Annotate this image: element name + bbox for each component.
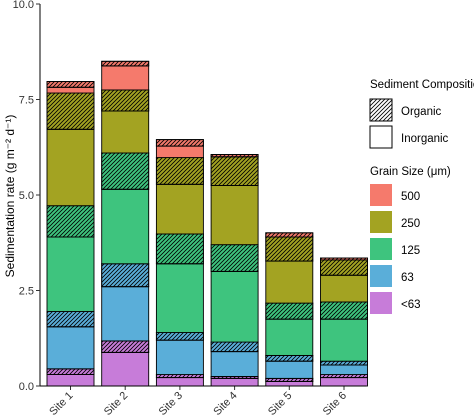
legend-swatch-lt63: [370, 292, 392, 314]
x-tick-label: Site 1: [47, 390, 75, 415]
bars-layer: [46, 60, 368, 387]
bar-segment-125-inorganic-site-4: [210, 270, 259, 343]
legend-label-125: 125: [401, 245, 420, 257]
bar-hatch-125-site-3: [155, 233, 204, 265]
bar-hatch-125-site-1: [46, 205, 95, 238]
bar-segment-500-inorganic-site-2: [101, 65, 150, 91]
bar-segment-250-inorganic-site-3: [155, 183, 204, 235]
bar-segment-lt63-inorganic-site-2: [101, 351, 150, 387]
x-tick-label: Site 4: [211, 390, 239, 415]
y-tick-label: 10.0: [13, 0, 34, 11]
bar-hatch-250-site-5: [265, 236, 314, 262]
legend-label-lt63: <63: [401, 299, 421, 311]
bar-hatch-63-site-5: [265, 354, 314, 362]
bar-hatch-500-site-6: [320, 257, 368, 261]
legend-label-250: 250: [401, 218, 420, 230]
bar-hatch-63-site-2: [101, 263, 150, 288]
bar-segment-500-inorganic-site-3: [155, 145, 204, 159]
legend-grain-size: Grain Size (μm) 500 250 125 63 <63: [370, 166, 451, 314]
bar-hatch-125-site-5: [265, 302, 314, 320]
bar-hatch-lt63-site-5: [265, 377, 314, 382]
legend-inorganic-swatch: [369, 125, 393, 149]
bar-segment-250-inorganic-site-5: [265, 260, 314, 304]
bar-segment-63-inorganic-site-5: [265, 360, 314, 379]
bar-segment-125-inorganic-site-2: [101, 188, 150, 265]
bar-segment-250-inorganic-site-4: [210, 184, 259, 246]
bar-segment-250-inorganic-site-2: [101, 110, 150, 154]
bar-hatch-250-site-3: [155, 157, 204, 185]
bar-hatch-63-site-3: [155, 332, 204, 341]
bar-segment-63-inorganic-site-3: [155, 339, 204, 375]
bar-segment-125-inorganic-site-5: [265, 318, 314, 356]
y-tick-label: 7.5: [19, 95, 34, 107]
bar-segment-63-inorganic-site-4: [210, 351, 259, 377]
bar-hatch-500-site-1: [46, 81, 95, 88]
bar-segment-125-inorganic-site-1: [46, 236, 95, 312]
bar-segment-125-inorganic-site-3: [155, 263, 204, 333]
bar-segment-250-inorganic-site-6: [320, 274, 368, 303]
legend-swatch-500: [370, 184, 392, 206]
bar-hatch-500-site-2: [101, 60, 150, 67]
bar-segment-63-inorganic-site-6: [320, 364, 368, 375]
bar-hatch-250-site-2: [101, 89, 150, 112]
legend-organic-label: Organic: [401, 106, 442, 118]
bar-hatch-63-site-1: [46, 311, 95, 328]
bar-hatch-500-site-4: [210, 154, 259, 158]
legend-inorganic-label: Inorganic: [401, 133, 449, 145]
legend-swatch-125: [370, 238, 392, 260]
legend-label-63: 63: [401, 272, 414, 284]
bar-segment-63-inorganic-site-2: [101, 286, 150, 342]
bar-hatch-63-site-6: [320, 360, 368, 366]
legend-swatch-63: [370, 265, 392, 287]
legend-swatch-250: [370, 211, 392, 233]
legend-composition-title: Sediment Composition: [370, 79, 474, 91]
bar-segment-250-inorganic-site-1: [46, 128, 95, 207]
bar-hatch-500-site-3: [155, 139, 204, 147]
x-tick-label: Site 2: [102, 390, 130, 415]
legend-label-500: 500: [401, 191, 420, 203]
bar-segment-lt63-inorganic-site-3: [155, 377, 204, 387]
bar-hatch-lt63-site-1: [46, 368, 95, 375]
bar-hatch-125-site-6: [320, 301, 368, 320]
y-tick-label: 5.0: [19, 190, 34, 202]
bar-hatch-125-site-4: [210, 244, 259, 272]
bar-segment-125-inorganic-site-6: [320, 318, 368, 362]
x-tick-label: Site 6: [321, 390, 349, 415]
bar-hatch-lt63-site-3: [155, 374, 204, 379]
y-tick-label: 0.0: [19, 381, 34, 393]
bar-hatch-250-site-6: [320, 259, 368, 276]
bar-hatch-lt63-site-2: [101, 340, 150, 353]
bar-segment-lt63-inorganic-site-6: [320, 377, 368, 387]
bar-hatch-125-site-2: [101, 152, 150, 190]
legend-composition: Sediment Composition Organic Inorganic: [369, 79, 474, 149]
bar-segment-lt63-inorganic-site-1: [46, 374, 95, 387]
bar-segment-lt63-inorganic-site-4: [210, 377, 259, 387]
bar-segment-lt63-inorganic-site-5: [265, 380, 314, 387]
bar-segment-63-inorganic-site-1: [46, 326, 95, 370]
y-tick-label: 2.5: [19, 286, 34, 298]
bar-hatch-lt63-site-6: [320, 374, 368, 379]
legend-organic-swatch: [369, 98, 393, 122]
x-tick-label: Site 5: [266, 390, 294, 415]
bar-hatch-63-site-4: [210, 341, 259, 353]
legend-grain-title: Grain Size (μm): [370, 166, 451, 178]
bar-hatch-250-site-1: [46, 92, 95, 130]
bar-hatch-500-site-5: [265, 232, 314, 238]
y-axis-title: Sedimentation rate (g m⁻² d⁻¹): [3, 115, 17, 278]
bar-hatch-250-site-4: [210, 156, 259, 186]
x-tick-label: Site 3: [157, 390, 185, 415]
bar-segment-500-inorganic-site-1: [46, 86, 95, 94]
